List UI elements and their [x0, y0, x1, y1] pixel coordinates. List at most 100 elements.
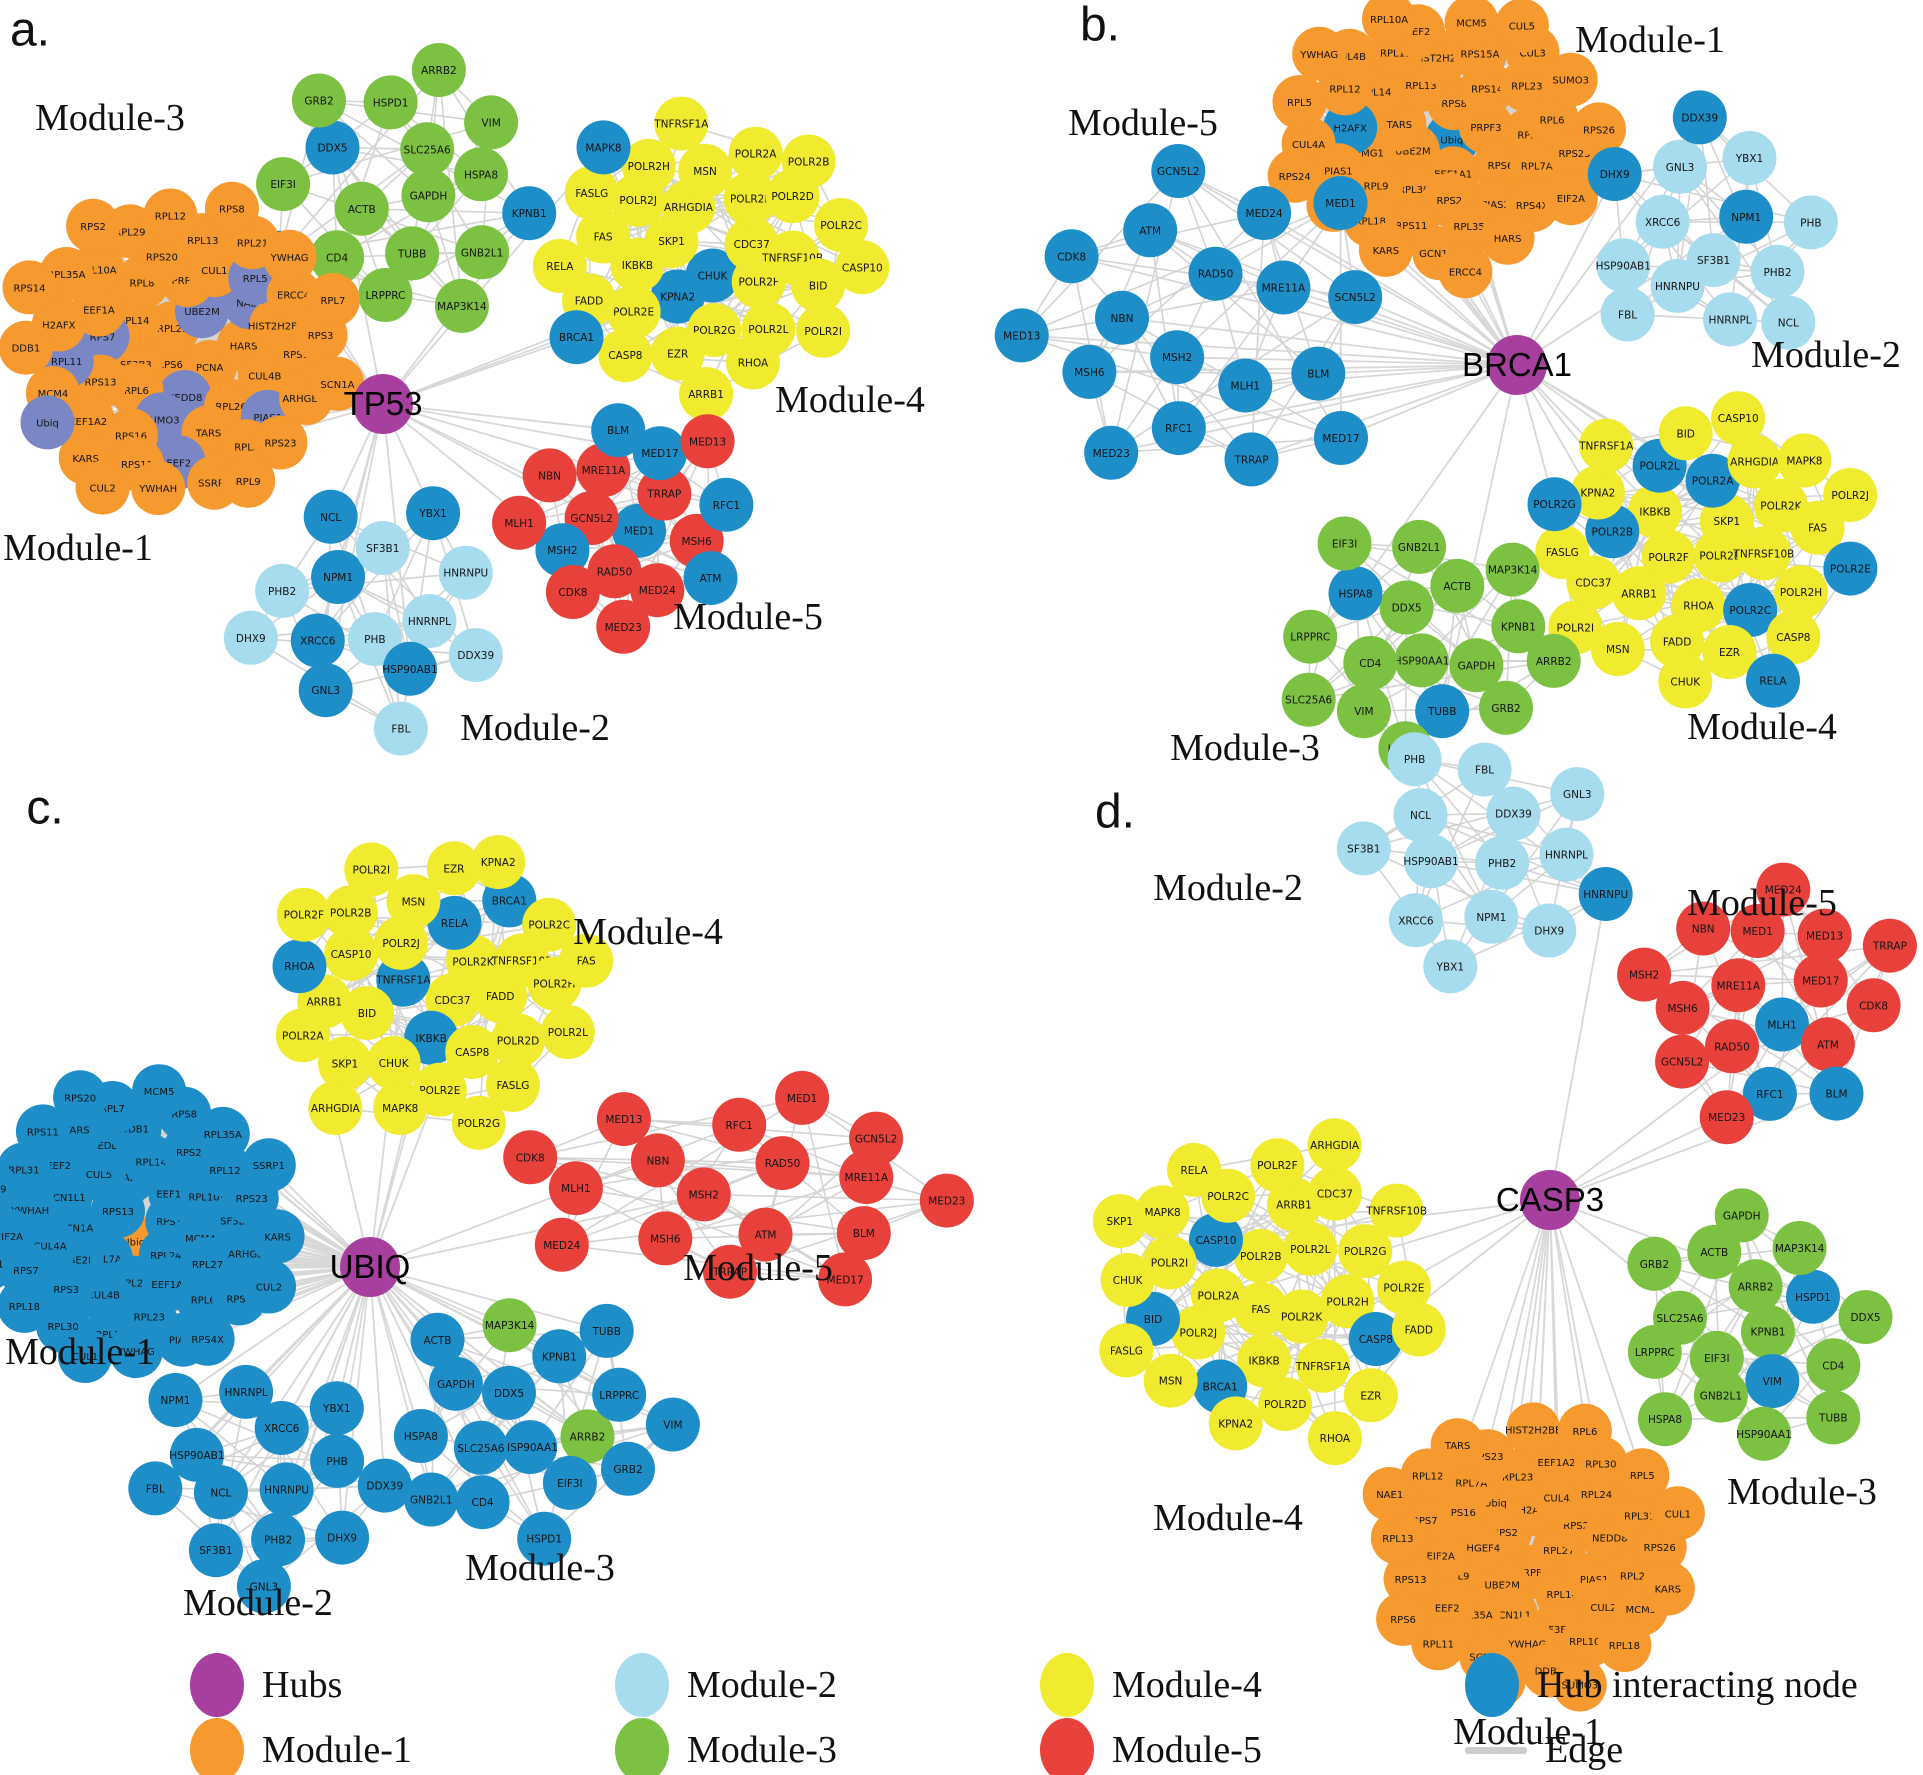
node-POLR2B[interactable]	[781, 134, 836, 189]
node-SLC25A6[interactable]	[1281, 672, 1336, 727]
node-RPL13[interactable]	[1370, 1510, 1425, 1565]
node-FADD[interactable]	[1650, 614, 1705, 669]
node-RPL35A[interactable]	[195, 1106, 250, 1161]
node-MAPK8[interactable]	[576, 120, 631, 175]
node-RPS14[interactable]	[2, 260, 57, 315]
node-CUL2[interactable]	[242, 1259, 296, 1314]
node-CHUK[interactable]	[366, 1036, 421, 1090]
node-GNB2L1[interactable]	[404, 1472, 459, 1527]
node-RELA[interactable]	[532, 238, 587, 293]
node-DDX39[interactable]	[1672, 90, 1727, 145]
node-YBX1[interactable]	[1423, 939, 1478, 994]
node-ARHGDIA[interactable]	[308, 1081, 363, 1136]
node-RELA[interactable]	[427, 895, 482, 950]
node-BLM[interactable]	[1291, 346, 1346, 401]
node-LRPPRC[interactable]	[1283, 609, 1338, 664]
node-MSH6[interactable]	[1062, 344, 1117, 399]
node-CUL1[interactable]	[58, 1329, 112, 1383]
node-SCN5L2[interactable]	[1328, 270, 1383, 325]
node-BLM[interactable]	[591, 403, 646, 458]
node-POLR2A[interactable]	[275, 1008, 330, 1063]
node-CHUK[interactable]	[1658, 654, 1713, 709]
node-VIM[interactable]	[1745, 1354, 1800, 1409]
node-GNL3[interactable]	[236, 1559, 291, 1614]
node-HSP90AA1[interactable]	[1737, 1406, 1791, 1461]
node-EIF3I[interactable]	[542, 1455, 597, 1510]
node-POLR2L[interactable]	[540, 1005, 595, 1059]
node-TNFRSF1A[interactable]	[1296, 1338, 1350, 1393]
node-GCN5L2[interactable]	[1151, 144, 1206, 198]
node-GNB2L1[interactable]	[1392, 519, 1447, 574]
node-CASP8[interactable]	[1348, 1312, 1403, 1366]
node-FASLG[interactable]	[1099, 1323, 1154, 1378]
node-NBN[interactable]	[1676, 901, 1731, 956]
node-MED24[interactable]	[630, 563, 685, 618]
node-TRRAP[interactable]	[637, 466, 692, 521]
node-HARS[interactable]	[1480, 210, 1535, 265]
node-GNB2L1[interactable]	[455, 225, 510, 280]
node-RPL9[interactable]	[221, 453, 276, 508]
node-TNFRSF1A[interactable]	[1579, 418, 1634, 473]
node-CASP8[interactable]	[445, 1025, 500, 1079]
node-GNL3[interactable]	[298, 663, 353, 718]
node-POLR2K[interactable]	[1274, 1289, 1329, 1344]
node-SKP1[interactable]	[1699, 494, 1754, 549]
node-MED23[interactable]	[919, 1173, 974, 1228]
node-RPS8[interactable]	[204, 181, 259, 236]
node-HNRNPL[interactable]	[219, 1364, 274, 1419]
node-MRE11A[interactable]	[1256, 260, 1311, 315]
node-EZR[interactable]	[426, 841, 481, 896]
node-CASP8[interactable]	[598, 328, 653, 383]
node-ARHGDIA[interactable]	[1727, 434, 1782, 489]
node-RPL29[interactable]	[0, 1161, 18, 1215]
node-POLR2I[interactable]	[796, 303, 851, 358]
node-DHX9[interactable]	[223, 610, 278, 665]
node-FBL[interactable]	[128, 1461, 183, 1516]
node-DDX5[interactable]	[482, 1365, 536, 1420]
node-SUMO3[interactable]	[1552, 1657, 1607, 1712]
node-CDK8[interactable]	[1044, 229, 1099, 284]
node-CUL2[interactable]	[75, 460, 130, 515]
node-HSPD1[interactable]	[517, 1511, 572, 1566]
node-YWHAG[interactable]	[262, 229, 317, 284]
node-HNRNPU[interactable]	[1650, 258, 1705, 313]
node-SF3B1[interactable]	[188, 1523, 243, 1578]
node-XRCC6[interactable]	[290, 613, 345, 668]
node-HNRNPU[interactable]	[259, 1462, 314, 1517]
node-MSN[interactable]	[1590, 622, 1645, 676]
node-CASP10[interactable]	[324, 927, 378, 982]
node-FASLG[interactable]	[485, 1058, 540, 1112]
node-YBX1[interactable]	[406, 486, 461, 541]
hub-node-CASP3[interactable]	[1520, 1170, 1580, 1230]
node-POLR2H[interactable]	[1320, 1274, 1375, 1329]
node-EZR[interactable]	[1702, 625, 1757, 679]
node-SCN1A[interactable]	[310, 356, 365, 411]
hub-node-TP53[interactable]	[353, 374, 413, 434]
node-BID[interactable]	[340, 986, 394, 1041]
node-ATM[interactable]	[1123, 203, 1178, 258]
node-ACTB[interactable]	[1430, 558, 1485, 613]
node-RAD50[interactable]	[587, 544, 642, 599]
node-MAPK8[interactable]	[373, 1081, 428, 1135]
node-RAD50[interactable]	[1188, 246, 1243, 301]
node-CASP8[interactable]	[1766, 610, 1821, 665]
node-ACTB[interactable]	[410, 1312, 465, 1367]
node-RPS23[interactable]	[253, 415, 308, 470]
node-DDX39[interactable]	[1486, 786, 1541, 841]
node-POLR2B[interactable]	[1233, 1229, 1288, 1283]
node-LRPPRC[interactable]	[1627, 1324, 1682, 1379]
node-ATM[interactable]	[738, 1207, 793, 1262]
node-NBN[interactable]	[1095, 290, 1149, 345]
node-BID[interactable]	[791, 258, 846, 313]
node-RELA[interactable]	[1746, 653, 1800, 708]
node-TUBB[interactable]	[579, 1303, 634, 1358]
node-POLR2A[interactable]	[728, 126, 783, 181]
node-POLR2I[interactable]	[1142, 1235, 1197, 1290]
node-POLR2C[interactable]	[522, 897, 577, 952]
node-HNRNPU[interactable]	[438, 545, 493, 600]
node-HSP90AA1[interactable]	[1394, 633, 1449, 688]
node-POLR2E[interactable]	[1376, 1260, 1431, 1315]
node-BLM[interactable]	[1809, 1066, 1864, 1121]
node-CD4[interactable]	[455, 1475, 510, 1530]
node-GNL3[interactable]	[1550, 767, 1605, 822]
